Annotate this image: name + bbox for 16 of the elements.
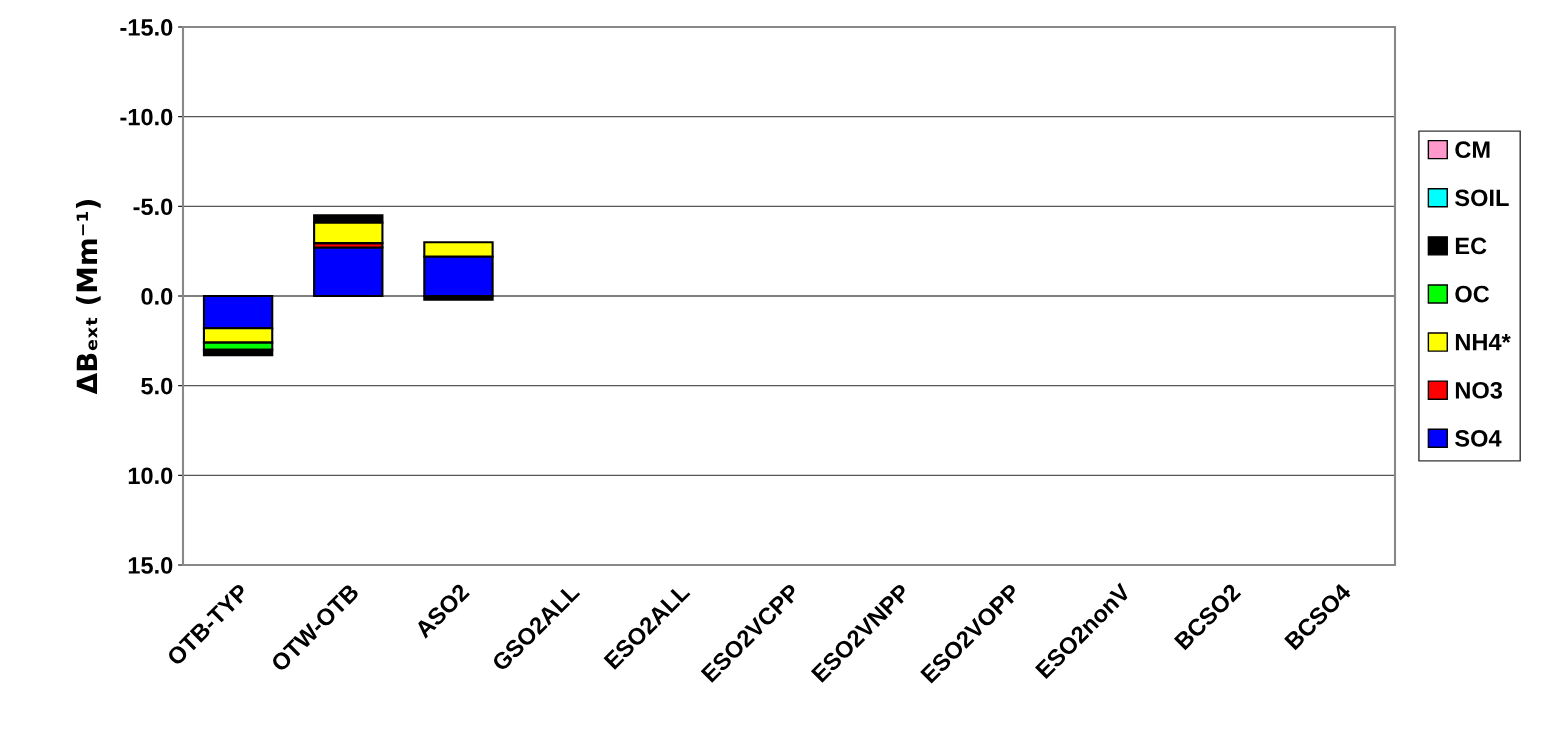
y-tick-label: 0.0 xyxy=(141,288,173,305)
legend-label: OC xyxy=(1455,285,1490,303)
legend-label: SOIL xyxy=(1455,189,1509,207)
y-tick-label: 10.0 xyxy=(128,467,173,485)
legend-label: NH4* xyxy=(1455,334,1511,351)
legend-label: CM xyxy=(1455,141,1490,159)
y-axis-title: ΔBₑₓₜ (Mm⁻¹) xyxy=(75,200,101,395)
y-tick-label: -5.0 xyxy=(133,198,173,216)
y-tick-label: 15.0 xyxy=(128,557,173,574)
y-tick-label: -15.0 xyxy=(120,19,173,36)
bar xyxy=(313,246,384,298)
y-tick-label: -10.0 xyxy=(120,108,173,126)
legend-label: NO3 xyxy=(1455,381,1503,399)
legend-label: EC xyxy=(1455,237,1487,255)
y-tick-label: 5.0 xyxy=(141,377,173,395)
legend-label: SO4 xyxy=(1455,430,1502,447)
